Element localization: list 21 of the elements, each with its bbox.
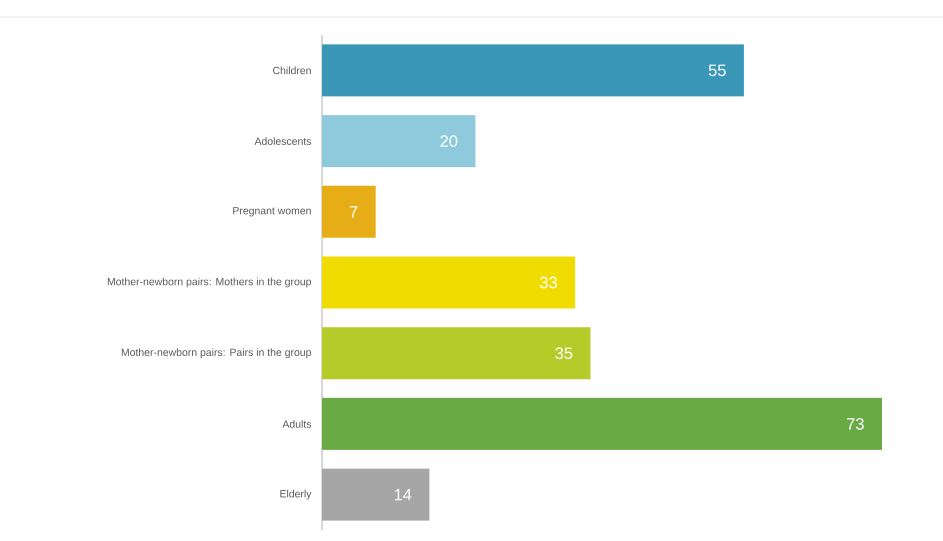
- bar: [322, 186, 376, 238]
- y-tick-label: Elderly: [280, 490, 312, 500]
- data-label: 33: [540, 276, 557, 288]
- y-tick-label: Children: [273, 66, 311, 74]
- bar: [322, 256, 576, 309]
- y-tick-label: Adults: [282, 420, 312, 428]
- y-tick-label: Adolescents: [254, 137, 312, 145]
- data-label: 55: [708, 64, 726, 76]
- data-label: 7: [350, 206, 358, 218]
- bar: [322, 468, 430, 521]
- bar: [322, 44, 744, 96]
- y-tick-label: Pregnant women: [233, 207, 311, 216]
- bar: [322, 327, 590, 380]
- bar: [322, 398, 882, 450]
- data-label: 14: [394, 488, 412, 500]
- bar: [322, 115, 476, 168]
- y-tick-label: Mother-newborn pairs: Pairs in the group: [122, 348, 311, 358]
- data-label: 73: [847, 418, 864, 430]
- data-label: 35: [555, 347, 572, 360]
- y-tick-label: Mother-newborn pairs: Mothers in the group: [108, 278, 311, 288]
- data-label: 20: [440, 135, 458, 147]
